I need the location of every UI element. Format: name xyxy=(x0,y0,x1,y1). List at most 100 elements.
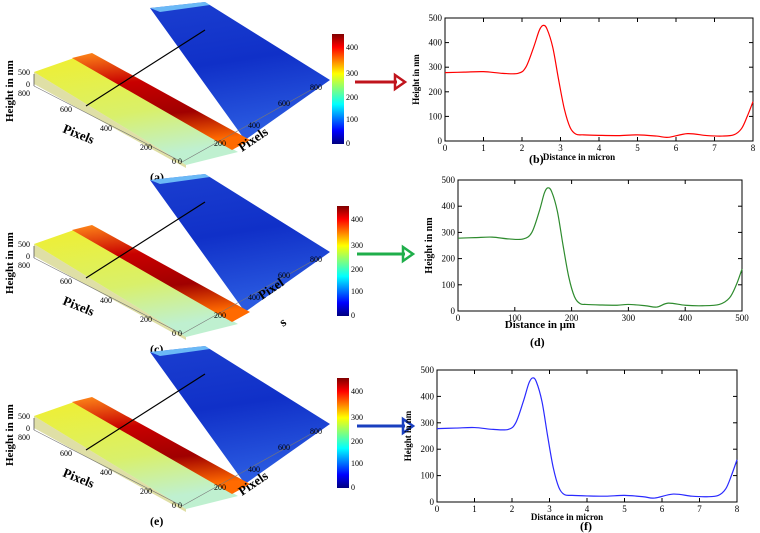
series-line xyxy=(436,377,738,499)
cross-section-line xyxy=(85,373,206,451)
right-axis-line xyxy=(181,429,319,507)
left-axis-tick-label: 400 xyxy=(100,296,112,305)
left-axis-tick-label: 800 xyxy=(18,89,30,98)
surface-back-edge xyxy=(150,346,210,356)
x-tick-label: 500 xyxy=(735,313,749,323)
z-axis-label: Height in nm xyxy=(4,232,16,294)
left-axis-tick-label: 0 xyxy=(172,501,176,510)
panel-label-2d: (f) xyxy=(580,519,592,533)
x-tick-label: 0 xyxy=(435,504,440,514)
cross-section-line xyxy=(85,201,206,279)
colorbar-tick-label: 400 xyxy=(351,387,363,396)
colorbar-tick-label: 300 xyxy=(351,413,363,422)
arrow-head xyxy=(393,72,408,92)
colorbar-tick-label: 300 xyxy=(346,69,358,78)
line-chart-b: 0 1 2 3 4 5 6 7 8 0 100 200 300 400 500 Height in nm Dis… xyxy=(411,13,756,166)
left-axis-tick-label: 400 xyxy=(100,124,112,133)
x-tick-label: 3 xyxy=(547,504,552,514)
colorbar-tick-label: 100 xyxy=(351,459,363,468)
y-tick-label: 100 xyxy=(429,111,443,121)
left-axis-tick-label: 800 xyxy=(18,261,30,270)
x-tick-label: 7 xyxy=(697,504,702,514)
x-tick-label: 0 xyxy=(443,143,448,153)
y-tick-label: 200 xyxy=(421,444,435,454)
panel-label-2d: (b) xyxy=(529,152,544,166)
right-axis-tick-label: 200 xyxy=(214,311,226,320)
pixels-axis-label: Pixels xyxy=(61,121,97,147)
right-axis-tick-label: 600 xyxy=(278,271,290,280)
right-axis-tick-label: 0 xyxy=(178,329,182,338)
colorbar-tick-label: 100 xyxy=(351,287,363,296)
y-tick-label: 500 xyxy=(442,175,456,185)
x-tick-label: 2 xyxy=(510,504,515,514)
colorbar-tick-label: 300 xyxy=(351,241,363,250)
pixels-axis-label: Pixels xyxy=(61,465,97,491)
x-tick-label: 4 xyxy=(585,504,590,514)
z-tick-label: 0 xyxy=(26,80,30,89)
y-tick-label: 300 xyxy=(442,227,456,237)
colorbar xyxy=(332,34,344,144)
left-axis-tick-label: 0 xyxy=(172,329,176,338)
x-tick-label: 6 xyxy=(660,504,665,514)
surface-ridge xyxy=(72,53,250,150)
y-tick-label: 300 xyxy=(429,62,443,72)
surface-ridge xyxy=(72,397,250,494)
series-line xyxy=(457,187,743,308)
colorbar-tick-label: 0 xyxy=(351,311,355,320)
x-tick-label: 7 xyxy=(712,143,717,153)
y-tick-label: 100 xyxy=(421,471,435,481)
x-tick-label: 100 xyxy=(508,313,522,323)
z-tick-label: 500 xyxy=(18,240,30,249)
x-tick-label: 1 xyxy=(481,143,486,153)
colorbar-tick-label: 200 xyxy=(351,437,363,446)
panel-label-3d: (e) xyxy=(150,514,163,528)
left-axis-tick-label: 0 xyxy=(172,157,176,166)
right-axis-tick-label: 400 xyxy=(248,293,260,302)
right-axis-line xyxy=(181,257,319,335)
surface-plateau-side xyxy=(34,244,186,340)
y-tick-label: 400 xyxy=(429,38,443,48)
surface-plateau-side xyxy=(34,72,186,168)
series-line xyxy=(444,24,754,138)
right-axis-tick-label: 800 xyxy=(310,427,322,436)
y-tick-label: 400 xyxy=(421,391,435,401)
y-tick-label: 0 xyxy=(438,136,443,146)
y-tick-label: 100 xyxy=(442,280,456,290)
arrow-head xyxy=(401,416,416,436)
right-axis-tick-label: 400 xyxy=(248,465,260,474)
z-tick-label: 500 xyxy=(18,68,30,77)
x-tick-label: 3 xyxy=(558,143,563,153)
right-axis-tick-label: 400 xyxy=(248,121,260,130)
x-axis-label: Distance in μm xyxy=(505,319,575,331)
z-tick-label: 500 xyxy=(18,412,30,421)
left-axis-tick-label: 200 xyxy=(140,315,152,324)
x-tick-label: 1 xyxy=(472,504,477,514)
left-axis-tick-label: 800 xyxy=(18,433,30,442)
plot-area xyxy=(444,17,754,142)
x-tick-label: 6 xyxy=(674,143,679,153)
colorbar-tick-label: 400 xyxy=(346,43,358,52)
colorbar-tick-label: 400 xyxy=(351,215,363,224)
y-tick-label: 200 xyxy=(429,87,443,97)
right-axis-tick-label: 0 xyxy=(178,157,182,166)
x-tick-label: 8 xyxy=(735,504,740,514)
cross-section-line xyxy=(85,29,206,107)
y-tick-label: 400 xyxy=(442,201,456,211)
z-axis-label: Height in nm xyxy=(4,60,16,122)
surface-back-edge xyxy=(150,2,210,12)
y-tick-label: 0 xyxy=(430,497,435,507)
colorbar-tick-label: 0 xyxy=(351,483,355,492)
left-axis-tick-label: 200 xyxy=(140,143,152,152)
colorbar-tick-label: 100 xyxy=(346,115,358,124)
surface-back-edge xyxy=(150,174,210,184)
z-tick-label: 0 xyxy=(26,424,30,433)
y-tick-label: 0 xyxy=(451,306,456,316)
left-axis-line xyxy=(33,429,183,507)
right-axis-tick-label: 200 xyxy=(214,139,226,148)
plot-area xyxy=(436,369,738,503)
pixels-axis-label: Pixels xyxy=(61,293,97,319)
y-tick-label: 200 xyxy=(442,254,456,264)
colorbar-tick-label: 200 xyxy=(346,93,358,102)
